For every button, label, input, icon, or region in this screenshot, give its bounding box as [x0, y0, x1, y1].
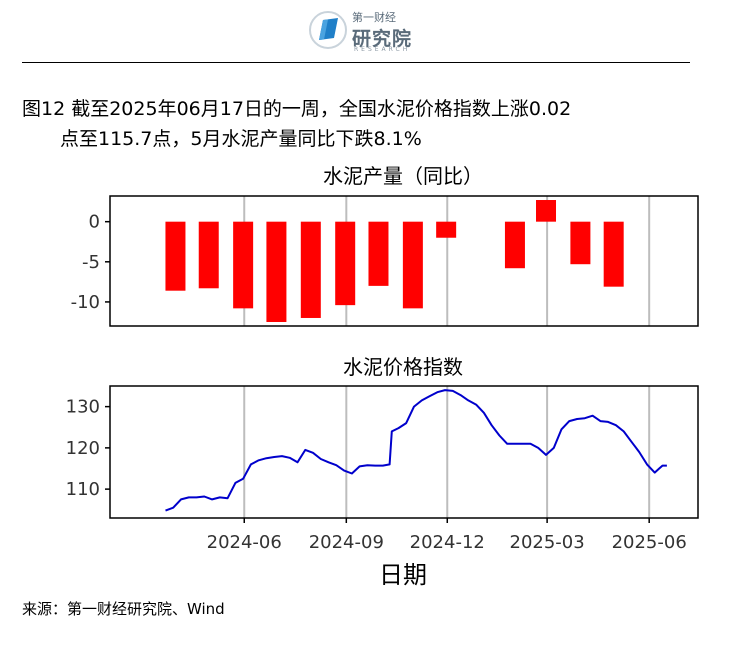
bar-mark	[368, 221, 389, 286]
figure-title-line2: 点至115.7点，5月水泥产量同比下跌8.1%	[60, 128, 422, 150]
logo-sub-text: RESEARCH	[354, 46, 411, 53]
bar-mark	[300, 221, 321, 318]
research-logo: 第一财经 研究院 RESEARCH	[308, 8, 418, 54]
line-chart-title: 水泥价格指数	[343, 355, 463, 379]
figure-title-line1: 图12 截至2025年06月17日的一周，全国水泥价格指数上涨0.02	[22, 98, 572, 120]
bar-mark	[603, 221, 624, 287]
line-frame	[109, 385, 699, 519]
bar-mark	[233, 221, 254, 309]
bar-mark	[266, 221, 287, 322]
bar-mark	[335, 221, 356, 306]
bar-frame	[109, 195, 699, 327]
bar-y-tick-label: -5	[82, 252, 100, 273]
bar-chart-plot: 0 -5 -10	[71, 195, 699, 327]
line-y-tick-label: 130	[66, 397, 100, 418]
bar-y-tick-label: -10	[71, 292, 100, 313]
logo-small-text: 第一财经	[352, 11, 396, 24]
x-tick-label: 2025-06	[612, 532, 687, 553]
x-tick-label: 2025-03	[510, 532, 585, 553]
bar-mark	[198, 221, 219, 289]
x-tick-label: 2024-12	[410, 532, 485, 553]
bar-chart-title: 水泥产量（同比）	[323, 164, 483, 188]
bar-mark	[570, 221, 591, 265]
bar-mark	[165, 221, 186, 291]
logo-main-text: 研究院	[352, 28, 413, 50]
bar-mark	[402, 221, 423, 309]
figure-title: 图12 截至2025年06月17日的一周，全国水泥价格指数上涨0.02 点至11…	[22, 94, 712, 154]
price-index-line	[165, 389, 667, 512]
bar-mark	[504, 221, 525, 269]
line-chart-plot: 110 120 130 2024-06 2024-09 2024-12 2025-03 202…	[66, 385, 699, 553]
source-note: 来源：第一财经研究院、Wind	[22, 600, 225, 618]
bar-y-tick-label: 0	[89, 212, 100, 233]
logo-emblem-icon	[309, 11, 347, 49]
x-axis-label: 日期	[379, 561, 427, 589]
line-y-tick-label: 120	[66, 438, 100, 459]
bar-mark	[436, 221, 457, 238]
x-tick-label: 2024-06	[207, 532, 282, 553]
bar-mark	[536, 200, 557, 222]
header-divider	[22, 62, 690, 63]
line-y-tick-label: 110	[66, 479, 100, 500]
x-tick-label: 2024-09	[309, 532, 384, 553]
